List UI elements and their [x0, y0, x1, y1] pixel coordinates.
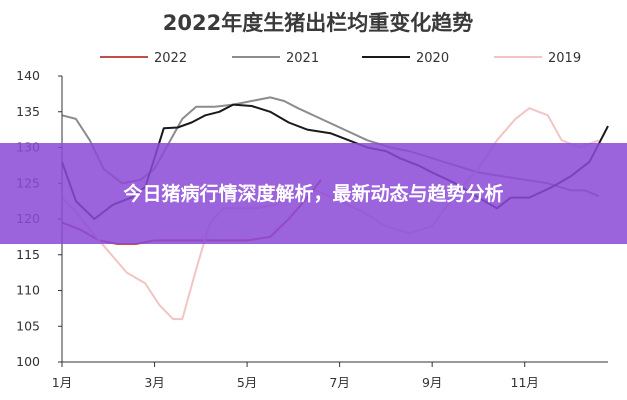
x-tick-label: 9月: [422, 375, 442, 390]
x-tick-label: 7月: [329, 375, 349, 390]
y-tick-label: 100: [16, 354, 40, 369]
headline-banner: 今日猪病行情深度解析，最新动态与趋势分析: [0, 143, 627, 244]
x-tick-label: 5月: [237, 375, 257, 390]
x-tick-label: 3月: [144, 375, 164, 390]
legend-label-2020: 2020: [416, 51, 449, 66]
legend-label-2019: 2019: [548, 51, 581, 66]
headline-text[interactable]: 今日猪病行情深度解析，最新动态与趋势分析: [123, 182, 504, 205]
legend-label-2022: 2022: [154, 51, 187, 66]
legend-label-2021: 2021: [286, 51, 319, 66]
y-tick-label: 105: [16, 318, 40, 333]
y-tick-label: 115: [16, 247, 40, 262]
y-tick-label: 135: [16, 104, 40, 119]
chart-legend: 2022 2021 2020 2019: [100, 51, 581, 66]
chart-title: 2022年度生猪出栏均重变化趋势: [163, 11, 473, 35]
y-tick-label: 110: [16, 283, 40, 298]
x-tick-label: 1月: [52, 375, 72, 390]
x-tick-label: 11月: [511, 375, 539, 390]
y-tick-label: 140: [16, 68, 40, 83]
